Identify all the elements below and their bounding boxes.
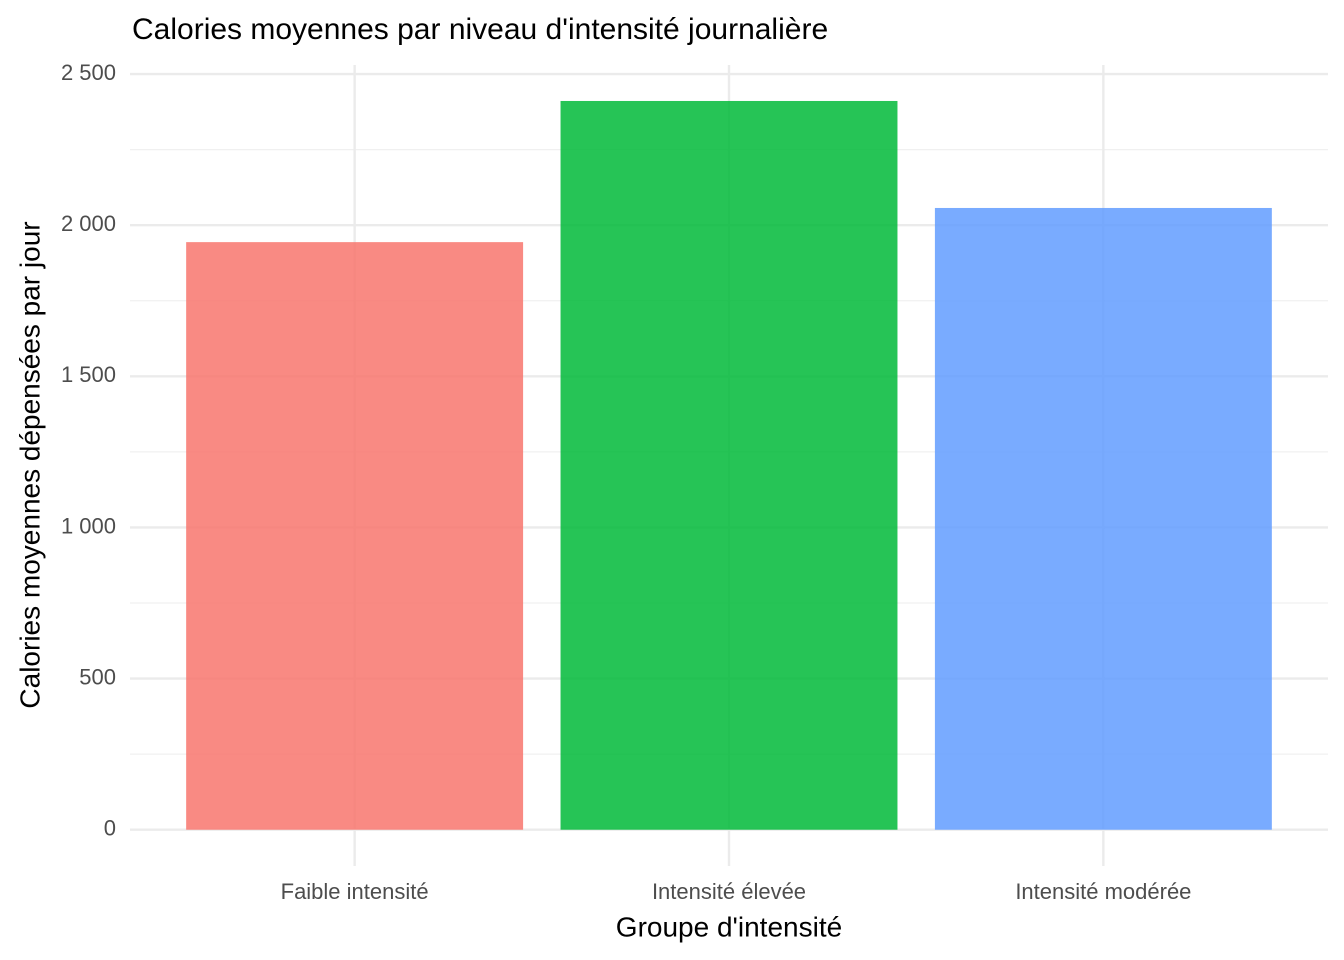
bar — [934, 207, 1272, 830]
y-tick-label: 1 500 — [61, 362, 116, 387]
x-tick-label: Intensité élevée — [652, 879, 806, 904]
bar — [186, 242, 524, 830]
y-axis-label: Calories moyennes dépensées par jour — [14, 221, 45, 708]
chart-title: Calories moyennes par niveau d'intensité… — [132, 13, 828, 46]
x-tick-label: Faible intensité — [281, 879, 429, 904]
y-tick-label: 2 500 — [61, 60, 116, 85]
bar — [560, 100, 898, 830]
y-tick-label: 0 — [104, 816, 116, 841]
x-tick-label: Intensité modérée — [1015, 879, 1191, 904]
y-tick-label: 2 000 — [61, 211, 116, 236]
y-tick-label: 500 — [79, 664, 116, 689]
x-axis-label: Groupe d'intensité — [616, 911, 842, 942]
y-tick-label: 1 000 — [61, 513, 116, 538]
